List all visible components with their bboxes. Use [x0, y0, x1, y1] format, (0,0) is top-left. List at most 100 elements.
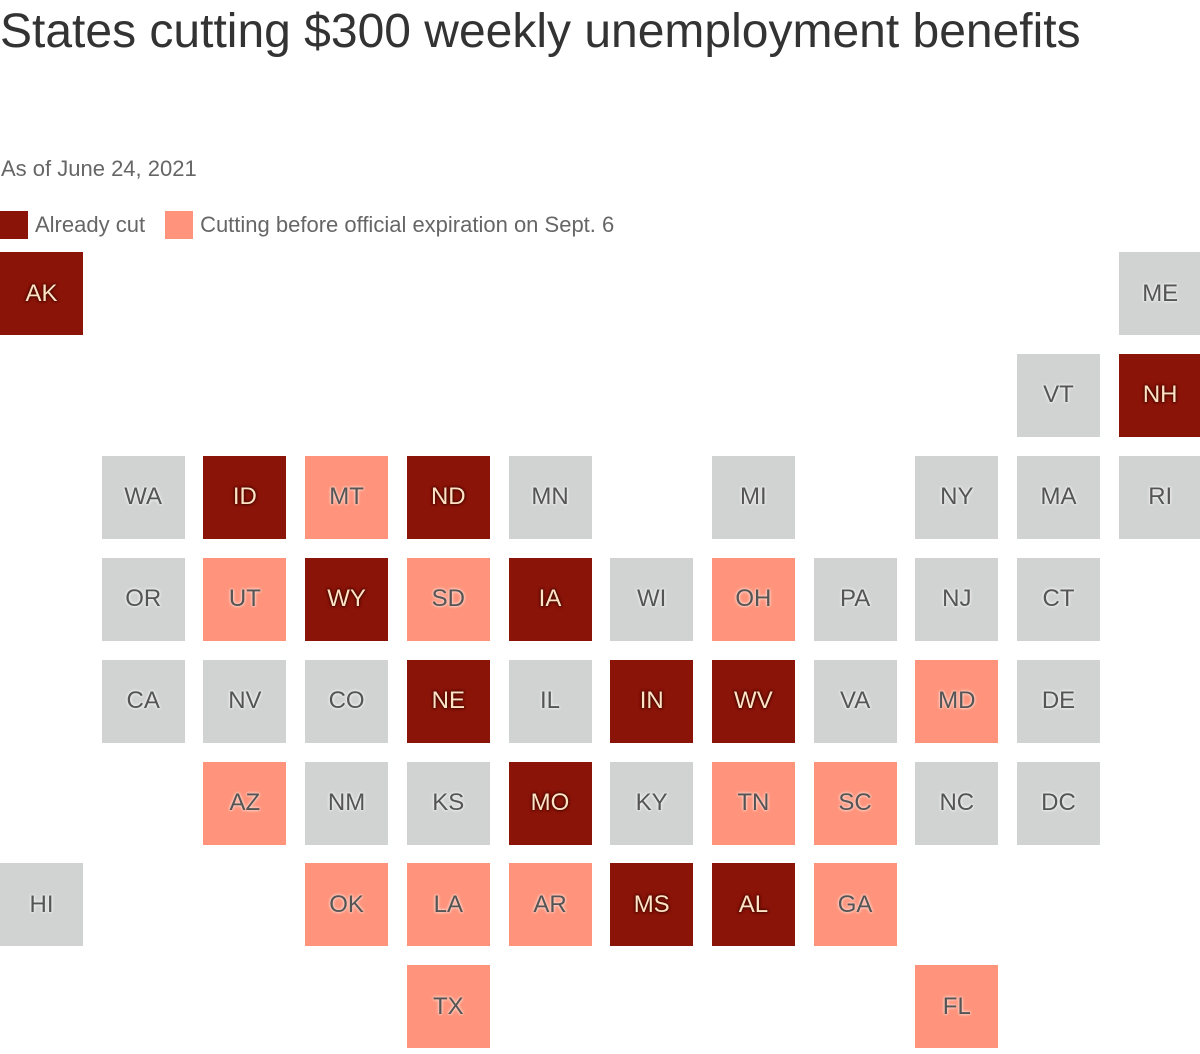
state-tile-oh: OH [711, 557, 795, 641]
state-label: CT [1042, 585, 1075, 613]
state-label: NM [327, 789, 366, 816]
state-label: AZ [229, 789, 261, 816]
state-label: DE [1041, 687, 1076, 715]
legend-item-already-cut: Already cut [0, 211, 145, 239]
state-label: NY [940, 483, 974, 511]
state-label: NC [939, 789, 975, 816]
legend-label: Cutting before official expiration on Se… [200, 212, 615, 237]
state-label: MI [740, 483, 767, 511]
state-label: MO [530, 789, 570, 816]
state-label: HI [29, 890, 54, 918]
state-label: CA [126, 687, 160, 715]
state-label: MN [531, 483, 569, 511]
state-label: AK [25, 279, 58, 307]
state-tile-hi: HI [0, 863, 83, 947]
state-tile-pa: PA [813, 557, 897, 641]
legend-swatch-cutting [165, 211, 194, 239]
state-label: NV [228, 687, 262, 715]
state-tile-mo: MO [508, 761, 592, 845]
state-tile-az: AZ [203, 761, 287, 845]
state-tile-mt: MT [305, 455, 389, 539]
state-tile-ia: IA [508, 557, 592, 641]
state-tile-ms: MS [610, 863, 694, 947]
state-tile-id: ID [203, 455, 287, 539]
legend: Already cut Cutting before official expi… [0, 211, 634, 239]
state-tile-ok: OK [305, 863, 389, 947]
state-tile-fl: FL [915, 965, 999, 1049]
state-label: KS [432, 789, 465, 816]
state-label: NH [1142, 381, 1178, 409]
state-tile-mn: MN [508, 455, 592, 539]
state-tile-md: MD [915, 659, 999, 743]
state-label: IA [538, 585, 562, 613]
state-label: CO [328, 687, 365, 715]
state-tile-mi: MI [711, 455, 795, 539]
state-tile-tn: TN [711, 761, 795, 845]
state-tile-al: AL [711, 863, 795, 947]
state-label: NJ [942, 585, 972, 613]
state-tile-ak: AK [0, 252, 83, 335]
chart-title: States cutting $300 weekly unemployment … [0, 5, 1081, 58]
legend-label: Already cut [35, 212, 146, 237]
state-tile-nh: NH [1118, 353, 1200, 437]
state-label: DC [1041, 789, 1076, 816]
legend-item-cutting: Cutting before official expiration on Se… [165, 211, 614, 239]
state-tile-in: IN [610, 659, 694, 743]
state-label: MA [1040, 483, 1077, 511]
state-tile-wa: WA [101, 455, 185, 539]
state-label: OK [329, 890, 364, 918]
state-label: VT [1043, 381, 1074, 409]
state-tile-ga: GA [813, 863, 897, 947]
state-tile-wi: WI [610, 557, 694, 641]
chart-subtitle: As of June 24, 2021 [1, 156, 197, 181]
state-label: TX [432, 992, 464, 1020]
state-label: AL [738, 890, 769, 918]
state-label: SD [431, 585, 465, 613]
state-tile-nm: NM [305, 761, 389, 845]
state-label: TN [737, 789, 770, 816]
state-tile-il: IL [508, 659, 592, 743]
state-label: VA [839, 687, 871, 715]
state-tile-nv: NV [203, 659, 287, 743]
state-tile-ky: KY [610, 761, 694, 845]
state-label: WA [124, 483, 163, 511]
state-tile-ca: CA [101, 659, 185, 743]
state-tile-tx: TX [406, 965, 490, 1049]
state-tile-va: VA [813, 659, 897, 743]
state-label: NE [431, 687, 465, 715]
legend-swatch-already-cut [0, 211, 28, 239]
state-tile-ct: CT [1017, 557, 1100, 641]
state-label: IN [639, 687, 664, 715]
state-label: ME [1142, 279, 1179, 307]
state-label: OH [735, 585, 772, 613]
state-label: IL [539, 687, 560, 715]
state-label: MD [938, 687, 976, 715]
state-tile-ar: AR [508, 863, 592, 947]
state-label: WI [637, 585, 667, 613]
state-tile-wy: WY [305, 557, 389, 641]
state-tile-nj: NJ [915, 557, 999, 641]
state-tile-nc: NC [915, 761, 999, 845]
state-label: PA [839, 585, 871, 613]
state-label: WY [327, 585, 366, 613]
state-label: WV [734, 687, 773, 715]
state-label: AR [533, 890, 567, 918]
state-tile-nd: ND [406, 455, 490, 539]
state-tile-la: LA [406, 863, 490, 947]
state-tile-wv: WV [711, 659, 795, 743]
state-label: KY [635, 789, 668, 816]
state-tile-ma: MA [1017, 455, 1100, 539]
state-tile-vt: VT [1017, 353, 1100, 437]
state-tile-ny: NY [915, 455, 999, 539]
state-tile-me: ME [1118, 252, 1200, 335]
state-label: SC [838, 789, 872, 816]
state-tile-ks: KS [406, 761, 490, 845]
state-label: MS [633, 890, 670, 918]
state-tile-ri: RI [1118, 455, 1200, 539]
state-label: LA [433, 890, 463, 918]
state-label: OR [125, 585, 162, 613]
state-label: ID [232, 483, 257, 511]
state-tile-co: CO [305, 659, 389, 743]
state-tile-sd: SD [406, 557, 490, 641]
